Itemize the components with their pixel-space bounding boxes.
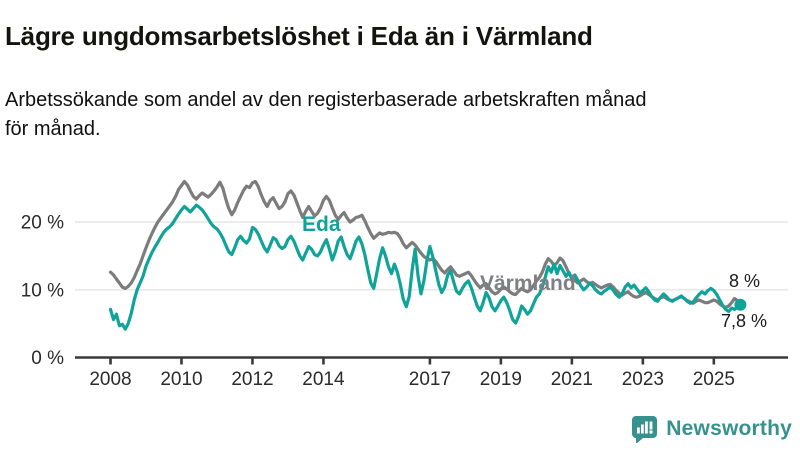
y-tick-label: 20 % (21, 213, 64, 234)
exclamation-mark (649, 421, 653, 430)
x-tick-label: 2021 (551, 369, 593, 390)
x-tick-label: 2012 (231, 369, 273, 390)
brand-name: Newsworthy (666, 417, 792, 440)
newsworthy-logo-icon (632, 416, 658, 443)
bar-chart-bar (637, 427, 641, 434)
eda-line (108, 203, 743, 331)
x-tick-label: 2010 (160, 369, 202, 390)
chart-title: Lägre ungdomsarbetslöshet i Eda än i Vär… (5, 21, 593, 52)
x-tick-label: 2017 (409, 369, 451, 390)
x-tick-label: 2008 (89, 369, 131, 390)
series-label-eda: Eda (302, 213, 341, 236)
x-tick-label: 2014 (302, 369, 345, 390)
newsworthy-brand: Newsworthy (630, 415, 792, 443)
x-tick-label: 2023 (622, 369, 664, 390)
x-tick-label: 2025 (693, 369, 735, 390)
speech-bubble-shape (632, 416, 658, 443)
chart-subtitle: Arbetssökande som andel av den registerb… (5, 89, 647, 140)
end-value-label-varmland: 8 % (729, 271, 761, 291)
exclamation-dot (649, 430, 653, 434)
bar-chart-bar (645, 421, 649, 434)
end-value-label-eda: 7,8 % (721, 311, 768, 331)
bar-chart-bar (641, 424, 645, 434)
x-tick-label: 2019 (480, 369, 522, 390)
y-tick-label: 10 % (21, 280, 64, 301)
eda-end-dot (734, 298, 747, 311)
y-tick-label: 0 % (31, 348, 64, 369)
series-label-varmland: Värmland (480, 272, 576, 295)
vrmland-line (108, 179, 743, 309)
